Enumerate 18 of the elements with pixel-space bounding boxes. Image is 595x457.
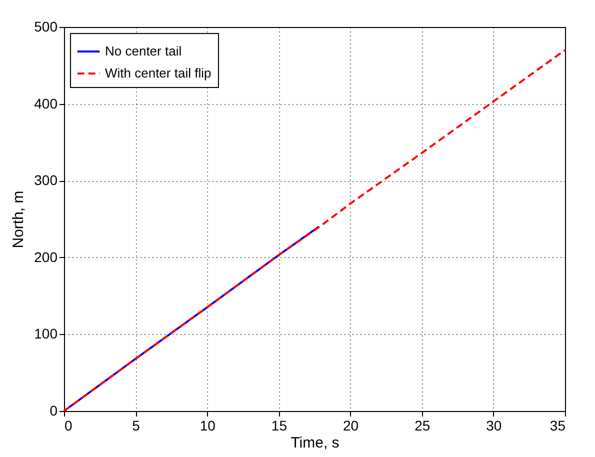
x-tick-label: 35 (550, 418, 566, 434)
y-tick-label: 100 (34, 326, 58, 342)
legend-label: No center tail (105, 44, 182, 58)
y-tick-label: 200 (34, 248, 58, 265)
y-tick-label: 500 (34, 18, 58, 34)
x-tick-label: 25 (414, 418, 430, 434)
y-axis-title: North, m (10, 190, 28, 248)
x-tick-label: 30 (486, 418, 502, 434)
x-tick-label: 20 (342, 418, 359, 434)
y-tick-label: 300 (34, 172, 58, 188)
x-tick-label: 10 (200, 418, 216, 434)
x-axis-title: Time, s (290, 434, 340, 452)
y-tick-label: 400 (34, 95, 58, 112)
legend-label: With center tail flip (105, 66, 212, 80)
x-tick-label: 15 (271, 418, 288, 434)
y-tick-label: 0 (50, 402, 58, 418)
x-tick-label: 0 (64, 418, 72, 434)
x-tick-label: 5 (132, 418, 140, 434)
